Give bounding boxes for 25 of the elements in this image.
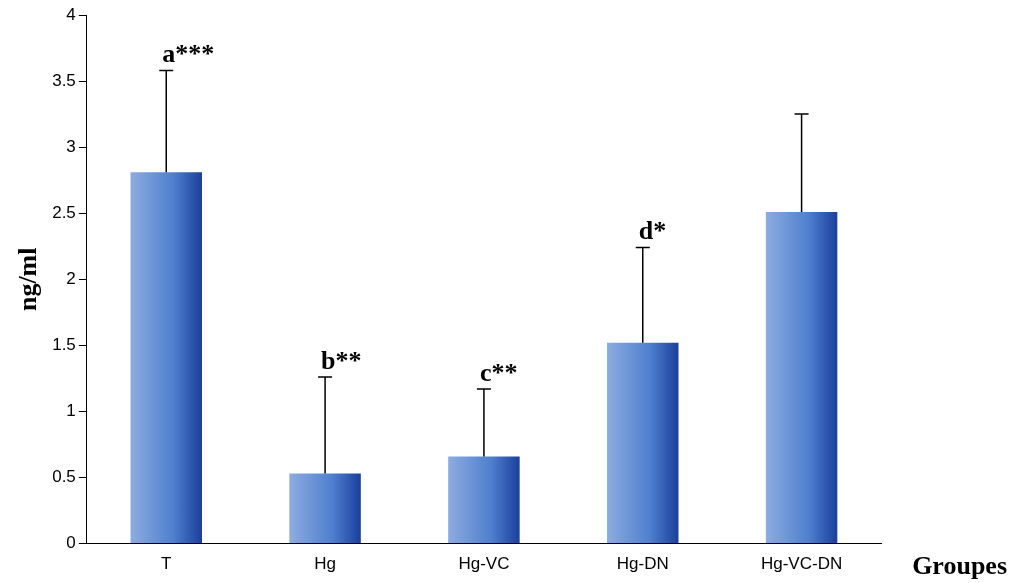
y-tick-label: 0 (66, 533, 76, 553)
bar (130, 172, 202, 544)
x-tick-label: Hg-DN (616, 554, 669, 574)
x-axis-title: Groupes (912, 551, 1007, 581)
bar (448, 456, 520, 544)
annotation: d* (638, 216, 667, 246)
y-tick-label: 3.5 (52, 70, 76, 90)
annotation: c** (479, 357, 518, 387)
y-tick-label: 0.5 (52, 467, 76, 487)
y-tick-label: 3 (66, 136, 76, 156)
y-tick-label: 1.5 (52, 335, 76, 355)
y-tick-label: 1 (66, 401, 76, 421)
y-tick-label: 2.5 (52, 202, 76, 222)
y-tick-label: 4 (66, 4, 76, 24)
annotation: a*** (162, 39, 215, 69)
y-tick-label: 2 (66, 268, 76, 288)
bar (607, 342, 679, 544)
x-tick-label: Hg-VC (458, 554, 510, 574)
annotation: b** (321, 345, 362, 375)
x-tick-label: Hg-VC-DN (760, 554, 843, 574)
x-tick-label: Hg (314, 554, 336, 574)
bar (289, 473, 361, 544)
bar (765, 211, 838, 544)
x-tick-label: T (161, 554, 172, 574)
y-axis-title: ng/ml (13, 247, 43, 312)
